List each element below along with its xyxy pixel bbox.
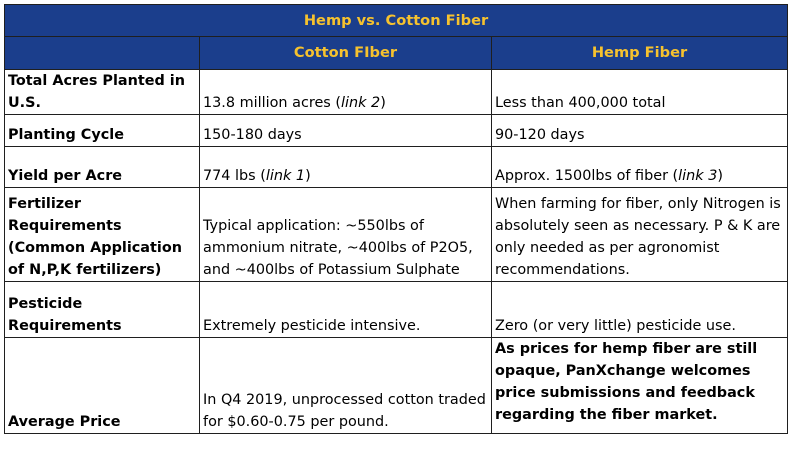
table-row: Planting Cycle 150-180 days 90-120 days — [4, 114, 789, 147]
cotton-yield: 774 lbs (link 1) — [199, 146, 492, 188]
comparison-table: Hemp vs. Cotton Fiber Cotton FIber Hemp … — [3, 4, 789, 434]
link-3[interactable]: link 3 — [678, 168, 718, 184]
link-1[interactable]: link 1 — [265, 168, 306, 184]
hemp-fertilizer: When farming for fiber, only Nitrogen is… — [490, 187, 789, 282]
column-header-cotton: Cotton FIber — [199, 36, 492, 70]
comparison-table-container: Hemp vs. Cotton Fiber Cotton FIber Hemp … — [3, 4, 789, 434]
hemp-pesticide: Zero (or very little) pesticide use. — [490, 281, 789, 338]
cotton-total-acres-text: 13.8 million acres ( — [203, 95, 341, 111]
cotton-fertilizer: Typical application: ~550lbs of ammonium… — [199, 187, 492, 282]
hemp-yield-text: Approx. 1500lbs of fiber ( — [495, 168, 679, 184]
column-header-empty — [4, 36, 200, 70]
row-label-average-price: Average Price — [4, 337, 200, 434]
row-label-total-acres: Total Acres Planted in U.S. — [4, 69, 200, 115]
link-2[interactable]: link 2 — [341, 95, 381, 111]
hemp-total-acres: Less than 400,000 total — [490, 69, 789, 115]
table-row: Average Price In Q4 2019, unprocessed co… — [4, 337, 789, 434]
table-row: Fertilizer Requirements (Common Applicat… — [4, 187, 789, 282]
table-row: Total Acres Planted in U.S. 13.8 million… — [4, 69, 789, 115]
column-header-hemp: Hemp Fiber — [490, 36, 789, 70]
row-label-yield: Yield per Acre — [4, 146, 200, 188]
table-row: Yield per Acre 774 lbs (link 1) Approx. … — [4, 146, 789, 188]
row-label-pesticide: Pesticide Requirements — [4, 281, 200, 338]
cotton-average-price: In Q4 2019, unprocessed cotton traded fo… — [199, 337, 492, 434]
table-row: Pesticide Requirements Extremely pestici… — [4, 281, 789, 338]
row-label-planting-cycle: Planting Cycle — [4, 114, 200, 147]
cotton-yield-text: 774 lbs ( — [203, 168, 266, 184]
cotton-pesticide: Extremely pesticide intensive. — [199, 281, 492, 338]
hemp-yield-tail: ) — [717, 168, 723, 184]
hemp-yield: Approx. 1500lbs of fiber (link 3) — [490, 146, 789, 188]
cotton-total-acres: 13.8 million acres (link 2) — [199, 69, 492, 115]
cotton-planting-cycle: 150-180 days — [199, 114, 492, 147]
hemp-planting-cycle: 90-120 days — [490, 114, 789, 147]
cotton-total-acres-tail: ) — [380, 95, 386, 111]
row-label-fertilizer: Fertilizer Requirements (Common Applicat… — [4, 187, 200, 282]
table-title: Hemp vs. Cotton Fiber — [3, 4, 789, 37]
cotton-yield-tail: ) — [305, 168, 311, 184]
table-title-row: Hemp vs. Cotton Fiber — [3, 4, 789, 37]
hemp-average-price: As prices for hemp fiber are still opaqu… — [490, 337, 789, 434]
column-header-row: Cotton FIber Hemp Fiber — [4, 36, 789, 70]
